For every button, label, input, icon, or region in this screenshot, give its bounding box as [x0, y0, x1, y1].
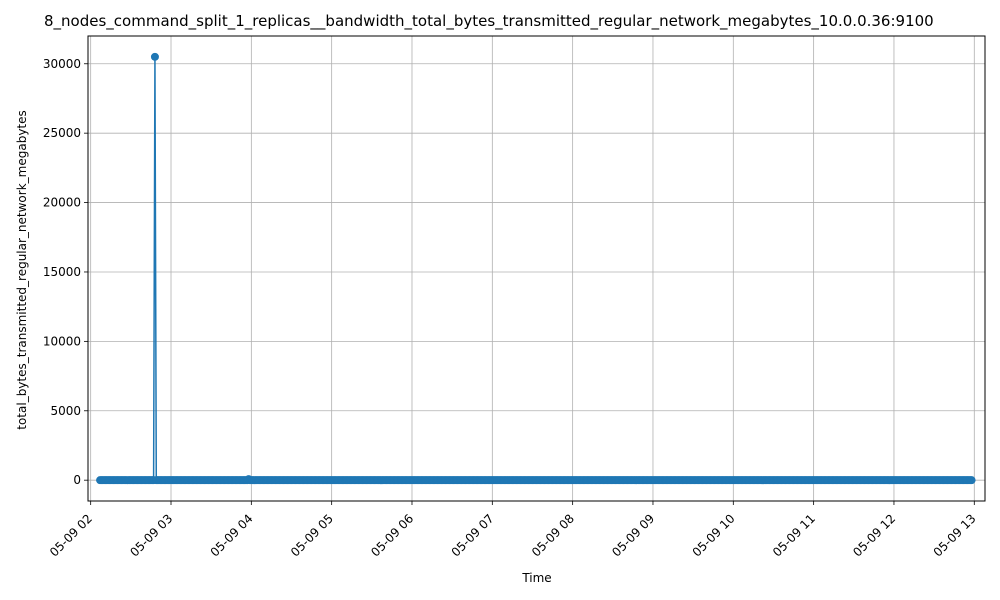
series	[96, 52, 976, 485]
x-tick-label: 05-09 02	[47, 511, 95, 559]
y-tick-label: 0	[73, 473, 81, 487]
plot-background	[88, 36, 985, 501]
x-tick-label: 05-09 05	[288, 511, 336, 559]
x-tick-label: 05-09 12	[850, 511, 898, 559]
x-tick-label: 05-09 09	[609, 511, 657, 559]
y-tick-label: 5000	[50, 404, 81, 418]
x-tick-label: 05-09 04	[208, 511, 256, 559]
y-tick-label: 10000	[43, 334, 81, 348]
plot-frame	[87, 35, 986, 502]
y-axis: 0 5000 10000 15000 20000 25000 30000	[43, 57, 88, 487]
data-point	[967, 476, 976, 485]
x-tick-label: 05-09 13	[931, 511, 979, 559]
x-tick-label: 05-09 08	[529, 511, 577, 559]
y-tick-label: 25000	[43, 126, 81, 140]
data-point	[150, 52, 159, 61]
x-tick-label: 05-09 10	[690, 511, 738, 559]
y-tick-label: 20000	[43, 196, 81, 210]
x-axis-label: Time	[521, 571, 551, 585]
x-tick-label: 05-09 07	[449, 511, 497, 559]
y-tick-label: 30000	[43, 57, 81, 71]
x-tick-label: 05-09 11	[770, 511, 818, 559]
y-tick-label: 15000	[43, 265, 81, 279]
x-tick-label: 05-09 03	[127, 511, 175, 559]
y-axis-label: total_bytes_transmitted_regular_network_…	[15, 110, 29, 430]
x-axis: 05-09 02 05-09 03 05-09 04 05-09 05 05-09 06…	[47, 501, 979, 559]
x-tick-label: 05-09 06	[368, 511, 416, 559]
chart-title: 8_nodes_command_split_1_replicas__bandwi…	[44, 12, 934, 31]
